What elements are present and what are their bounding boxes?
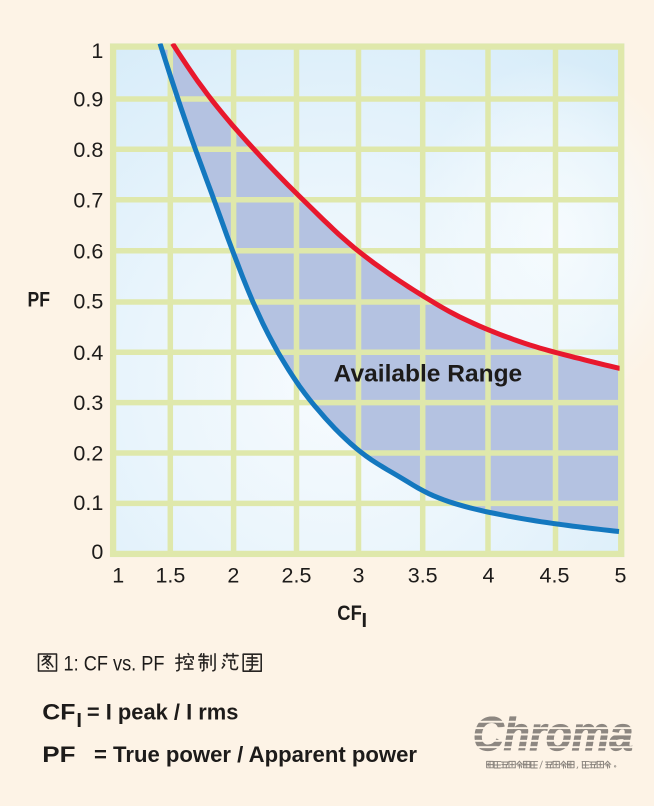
svg-text:0.2: 0.2 <box>73 442 103 466</box>
svg-text:0.5: 0.5 <box>73 289 103 313</box>
svg-text:2.5: 2.5 <box>282 564 312 588</box>
svg-text:1.5: 1.5 <box>155 564 185 588</box>
svg-text:0.8: 0.8 <box>73 138 103 162</box>
svg-text:PF: PF <box>28 288 51 312</box>
svg-text:CF: CF <box>337 602 362 625</box>
svg-text:= True power / Apparent power: = True power / Apparent power <box>94 742 417 767</box>
svg-text:0.3: 0.3 <box>73 391 103 415</box>
svg-text:0.7: 0.7 <box>73 188 103 212</box>
svg-text:3.5: 3.5 <box>408 564 438 588</box>
svg-text:0: 0 <box>91 540 103 564</box>
svg-text:1: 1 <box>112 564 124 588</box>
svg-text:0.9: 0.9 <box>73 88 103 112</box>
svg-text:0.1: 0.1 <box>73 491 103 515</box>
svg-text:PF: PF <box>42 742 75 767</box>
svg-text:5: 5 <box>615 564 627 588</box>
svg-text:CF: CF <box>42 699 75 724</box>
svg-text:Available Range: Available Range <box>334 360 523 387</box>
svg-text:1: CF vs. PF: 1: CF vs. PF <box>64 651 165 675</box>
svg-text:I: I <box>362 610 368 632</box>
svg-text:4.5: 4.5 <box>540 564 570 588</box>
svg-text:1: 1 <box>91 39 103 63</box>
svg-text:I: I <box>76 710 82 732</box>
svg-text:2: 2 <box>227 564 239 588</box>
svg-text:Chroma: Chroma <box>473 707 633 760</box>
svg-text:0.6: 0.6 <box>73 239 103 263</box>
svg-text:0.4: 0.4 <box>73 341 103 365</box>
svg-text:3: 3 <box>353 564 365 588</box>
svg-text:= I peak / I rms: = I peak / I rms <box>87 699 239 724</box>
svg-text:4: 4 <box>483 564 495 588</box>
